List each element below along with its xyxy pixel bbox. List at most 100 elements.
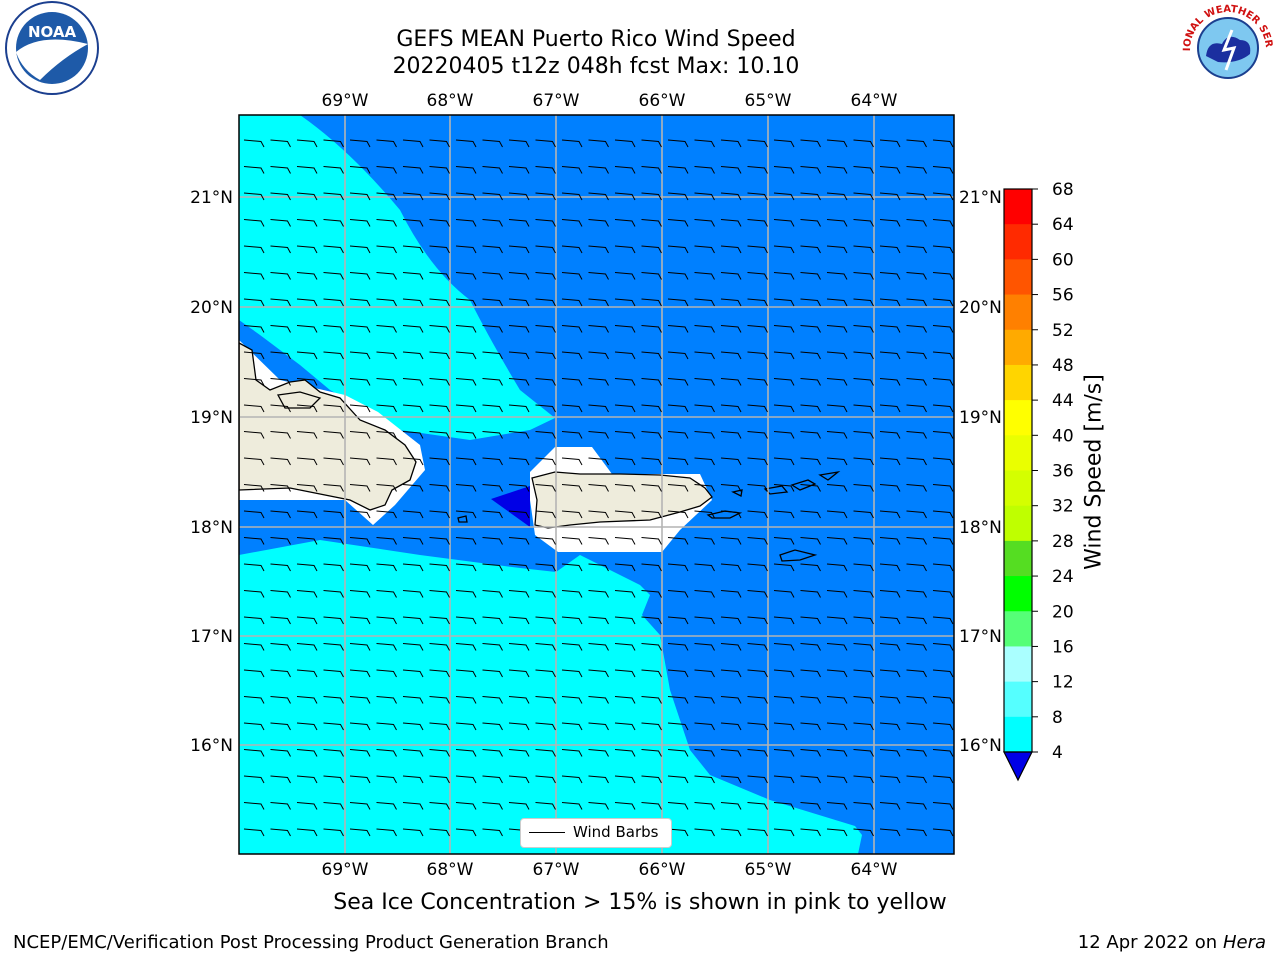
wind-barb (720, 696, 742, 704)
wind-barb (906, 722, 927, 731)
lat-label: 19°N (959, 408, 1002, 428)
wind-barb (243, 245, 265, 254)
wind-barb (296, 722, 318, 731)
wind-barb (853, 510, 874, 519)
wind-barb (800, 802, 821, 810)
wind-barb (906, 166, 927, 174)
wind-barb (694, 298, 715, 307)
wind-barb (561, 802, 583, 810)
wind-barb (561, 722, 583, 731)
wind-barb (349, 431, 371, 439)
wind-barb (588, 272, 609, 280)
wind-barb (800, 696, 821, 704)
wind-barb (747, 749, 768, 757)
wind-barb (482, 298, 503, 307)
wind-barb (482, 431, 503, 439)
wind-barb (323, 166, 344, 174)
wind-barb (482, 722, 503, 731)
wind-barb (826, 192, 848, 201)
wind-barb (535, 298, 556, 307)
colorbar-segment (1004, 294, 1032, 331)
wind-barb (773, 749, 795, 757)
wind-barb (879, 139, 901, 148)
wind-barb (508, 537, 530, 545)
wind-barb (270, 351, 291, 360)
wind-barb (561, 192, 583, 201)
colorbar-tick-label: 68 (1052, 180, 1074, 200)
wind-barb (349, 563, 371, 572)
wind-barb (243, 457, 265, 466)
wind-barb (614, 378, 636, 386)
wind-barb (826, 510, 848, 519)
wind-barb (323, 802, 344, 810)
wind-barb (376, 457, 397, 466)
wind-barb (296, 139, 318, 148)
wind-barb (800, 272, 821, 280)
wind-barb (853, 272, 874, 280)
wind-barb (720, 828, 742, 837)
land-anguilla (731, 489, 743, 497)
wind-barb (853, 802, 874, 810)
wind-barb (641, 643, 662, 651)
wind-barb (323, 722, 344, 731)
wind-barb (720, 325, 742, 333)
wind-barb (747, 272, 768, 280)
wind-barb (932, 590, 954, 598)
wind-barb (773, 669, 795, 678)
wind-barb (747, 166, 768, 174)
wind-barb (932, 457, 954, 466)
wind-barb (243, 139, 265, 148)
wind-barb (694, 404, 715, 413)
wind-barb (773, 537, 795, 545)
wind-barb (800, 325, 821, 333)
wind-barb (376, 404, 397, 413)
wind-barb (694, 828, 715, 837)
wind-barb (853, 192, 874, 201)
graticule (239, 115, 954, 854)
wind-barb (667, 643, 689, 651)
wind-barb (853, 378, 874, 386)
wind-barb (243, 272, 265, 280)
wind-barb (402, 484, 424, 492)
wind-barb (535, 696, 556, 704)
wind-barb (932, 219, 954, 227)
wind-barb (561, 166, 583, 174)
wind-barb (270, 828, 291, 837)
colorbar-tick-label: 56 (1052, 286, 1074, 306)
wind-barb (429, 219, 450, 227)
wind-barb (243, 351, 265, 360)
wind-barb (773, 696, 795, 704)
wind-barb (323, 484, 344, 492)
wind-barb (243, 325, 265, 333)
wind-barb (879, 616, 901, 625)
wind-barb (402, 722, 424, 731)
wind-barb (773, 325, 795, 333)
wind-barb (376, 298, 397, 307)
wind-barb (614, 669, 636, 678)
wind-barb (482, 669, 503, 678)
wind-barb (455, 510, 477, 519)
wind-barb (243, 696, 265, 704)
wind-barb (376, 616, 397, 625)
wind-barb (667, 404, 689, 413)
wind-barb (402, 351, 424, 360)
wind-barb (270, 696, 291, 704)
wind-barb (535, 775, 556, 784)
wind-barb (879, 378, 901, 386)
wind-barb (879, 828, 901, 837)
wind-barb (376, 166, 397, 174)
wind-barb (508, 298, 530, 307)
wind-barb (879, 219, 901, 227)
wind-barb (588, 192, 609, 201)
wind-barb (535, 457, 556, 466)
wind-barb (879, 590, 901, 598)
wind-barb (561, 537, 583, 545)
wind-barb (879, 166, 901, 174)
wind-barb (376, 325, 397, 333)
wind-barb (588, 219, 609, 227)
wind-barb (826, 828, 848, 837)
wind-barb (853, 563, 874, 572)
wind-barb (455, 192, 477, 201)
wind-barb (773, 192, 795, 201)
wind-barb (667, 298, 689, 307)
